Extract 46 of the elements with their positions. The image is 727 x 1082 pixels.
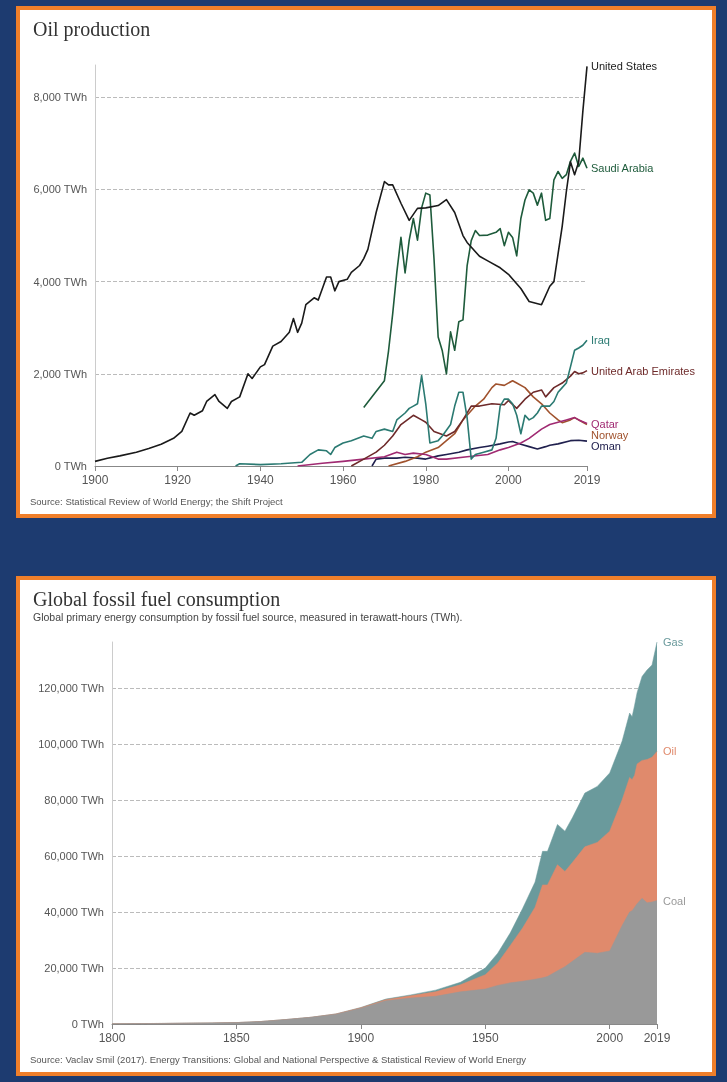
series-label: Coal [663,894,686,907]
x-tick-label: 1940 [247,473,275,487]
x-tick-label: 1980 [412,473,440,487]
line-series [350,369,588,467]
series-label: United Arab Emirates [591,364,696,377]
y-tick-label: 4,000 TWh [33,275,87,288]
series-label: Saudi Arabia [591,162,655,175]
line-series [387,379,588,467]
chart-title: Global fossil fuel consumption [33,588,281,611]
x-tick-label: 2019 [643,1031,671,1045]
x-tick-label: 2000 [495,473,523,487]
series-label: Oman [591,439,621,452]
series-label: Oil [663,745,677,758]
y-tick-label: 0 TWh [54,460,87,472]
chart-title: Oil production [33,18,151,41]
y-tick-label: 120,000 TWh [38,682,104,695]
x-tick-label: 1850 [223,1031,251,1045]
y-tick-label: 40,000 TWh [44,906,104,919]
y-tick-label: 6,000 TWh [33,183,87,196]
y-tick-label: 2,000 TWh [33,367,87,380]
line-series [371,439,588,467]
x-tick-label: 1900 [347,1031,375,1045]
series-label: United States [591,60,658,73]
source-note: Source: Statistical Review of World Energy; the Shift Project [30,495,284,507]
x-tick-label: 1960 [329,473,357,487]
line-series [296,416,588,467]
line-series [94,65,588,463]
x-tick-label: 1950 [471,1031,499,1045]
y-tick-label: 60,000 TWh [44,850,104,863]
y-tick-label: 100,000 TWh [38,738,104,751]
line-series [362,152,588,409]
series-label: Qatar [591,417,619,430]
x-tick-label: 1800 [98,1031,126,1045]
line-series [234,339,588,467]
x-tick-label: 2019 [573,473,601,487]
y-tick-label: 80,000 TWh [44,794,104,807]
y-tick-label: 0 TWh [71,1018,104,1030]
x-tick-label: 2000 [596,1031,624,1045]
series-label: Gas [663,636,684,648]
series-label: Iraq [591,334,610,347]
x-tick-label: 1920 [164,473,192,487]
x-tick-label: 1900 [81,473,109,487]
y-tick-label: 8,000 TWh [33,91,87,104]
chart-subtitle: Global primary energy consumption by fossil fuel source, measured in terawatt-hours (TWh). [33,610,463,623]
source-note: Source: Vaclav Smil (2017). Energy Transitions: Global and National Perspective & Statistical Review of World Energy [30,1053,527,1065]
y-tick-label: 20,000 TWh [44,962,104,975]
